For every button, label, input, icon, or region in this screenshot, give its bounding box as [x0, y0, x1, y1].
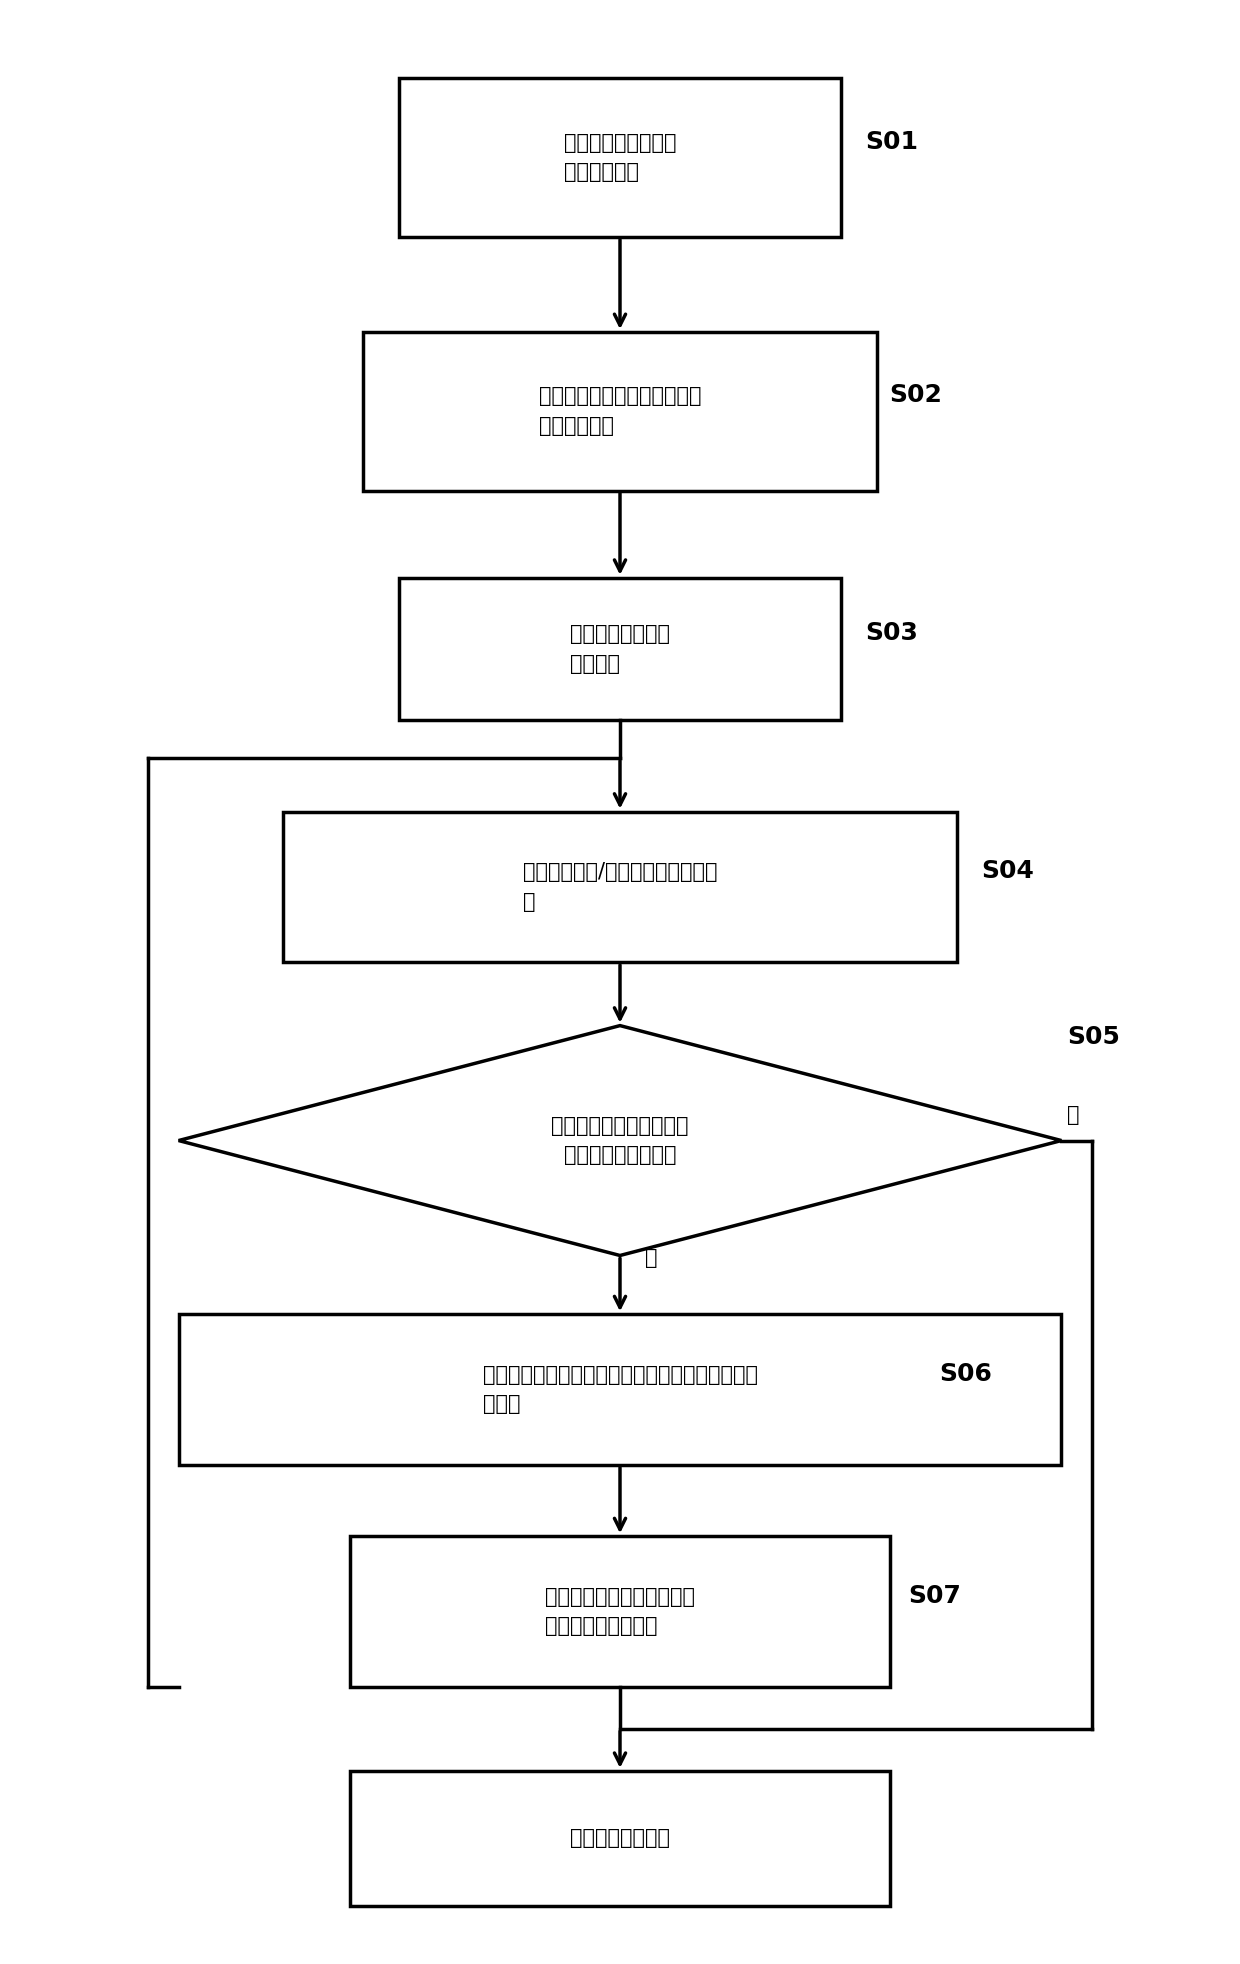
Bar [362, 332, 878, 491]
Text: 计算每条网线/几何子段当前的电容
值: 计算每条网线/几何子段当前的电容 值 [523, 862, 717, 911]
Text: 是: 是 [1068, 1104, 1080, 1125]
Text: S01: S01 [866, 130, 919, 153]
Text: 否: 否 [645, 1247, 657, 1267]
Text: 输出当前布线结果: 输出当前布线结果 [570, 1828, 670, 1848]
Bar [350, 1772, 890, 1905]
Text: S03: S03 [866, 621, 918, 646]
Bar [179, 1314, 1061, 1465]
Text: 根据网线电容值的微分和电容差值来计算网线宽度
调整值: 根据网线电容值的微分和电容差值来计算网线宽度 调整值 [482, 1365, 758, 1414]
Bar [350, 1536, 890, 1687]
Text: 判断每根网线的电容差值
是否小于预设电容值: 判断每根网线的电容差值 是否小于预设电容值 [552, 1116, 688, 1165]
Polygon shape [179, 1025, 1061, 1255]
Text: S06: S06 [939, 1361, 992, 1387]
Bar [399, 79, 841, 238]
Text: S02: S02 [890, 383, 942, 407]
Text: S04: S04 [982, 858, 1034, 884]
Text: S07: S07 [908, 1583, 961, 1609]
Text: 按等宽的方式产生
初始布线: 按等宽的方式产生 初始布线 [570, 625, 670, 674]
Text: 由网线宽度调整值来调整几
何子段的形状及位置: 由网线宽度调整值来调整几 何子段的形状及位置 [546, 1587, 694, 1636]
Bar [399, 577, 841, 721]
Bar [283, 811, 957, 962]
Text: S05: S05 [1068, 1025, 1121, 1049]
Text: 将待布线区域划分成串列的四
边形或三角形: 将待布线区域划分成串列的四 边形或三角形 [538, 387, 702, 436]
Text: 读入布线区域与待布
网线端口信息: 读入布线区域与待布 网线端口信息 [564, 134, 676, 183]
